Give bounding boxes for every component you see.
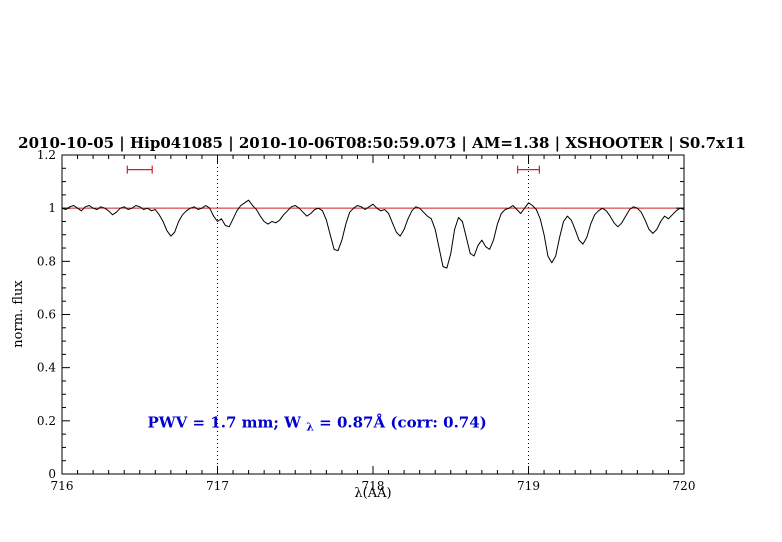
plot-generated-layer: 716 717 718 719 720 0 0.2 0.4 0.6 0.8 1 1.2 — [37, 148, 696, 493]
x-tick-label: 718 — [362, 479, 385, 493]
x-axis-label: λ(AA) — [354, 486, 391, 501]
x-tick-label: 716 — [51, 479, 74, 493]
plot-frame — [61, 154, 685, 475]
y-tick-label: 1.2 — [37, 148, 56, 162]
chart-title: 2010-10-05 | Hip041085 | 2010-10-06T08:5… — [18, 134, 746, 152]
y-tick-label: 0 — [48, 467, 56, 481]
y-tick-label: 0.8 — [37, 254, 56, 268]
y-tick-label: 0.6 — [37, 308, 56, 322]
y-tick-label: 0.4 — [37, 361, 56, 375]
y-axis-label: norm. flux — [11, 280, 26, 348]
y-tick-label: 0.2 — [37, 414, 56, 428]
y-tick-label: 1 — [48, 201, 56, 215]
annotation-sub: λ — [306, 420, 314, 433]
annotation-pre: PWV = 1.7 mm; W — [148, 413, 303, 431]
x-tick-label: 717 — [206, 479, 229, 493]
annotation-post: = 0.87Å (corr: 0.74) — [319, 413, 487, 431]
x-tick-label: 719 — [517, 479, 540, 493]
annotation-text: PWV = 1.7 mm; W λ = 0.87Å (corr: 0.74) — [148, 413, 487, 434]
x-tick-label: 720 — [673, 479, 696, 493]
spectrum-line — [61, 199, 685, 269]
